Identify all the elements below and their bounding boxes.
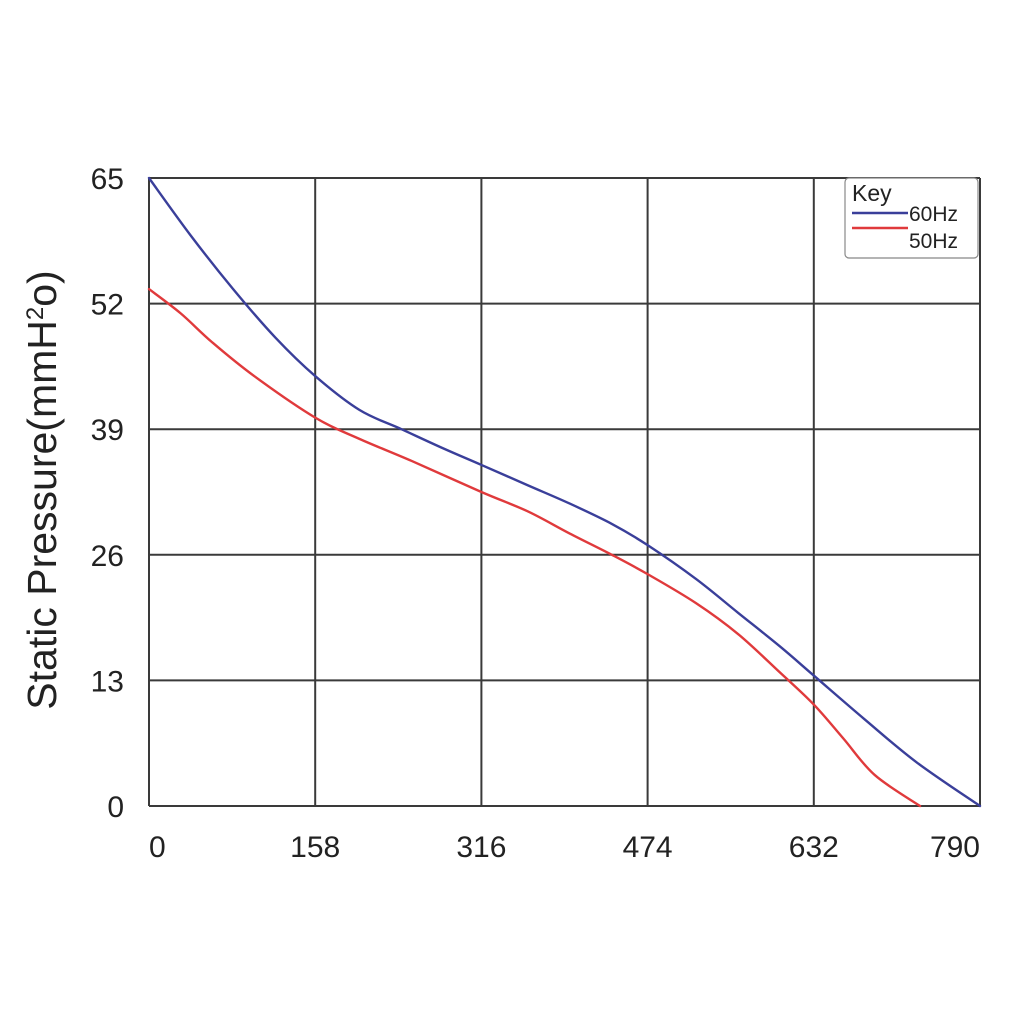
x-tick-label: 790 xyxy=(930,831,980,864)
x-tick-label: 632 xyxy=(789,831,839,864)
series-lines xyxy=(147,176,982,808)
grid xyxy=(148,177,981,807)
y-tick-label: 26 xyxy=(91,540,124,573)
y-axis-label-main: Static Pressure(mmH xyxy=(19,320,65,710)
series-line-50hz xyxy=(147,287,922,808)
y-axis-label: Static Pressure(mmH2o) xyxy=(19,270,65,709)
x-tick-label: 316 xyxy=(456,831,506,864)
y-axis-ticks: 0 13 26 39 52 65 xyxy=(91,163,124,824)
y-axis-label-superscript: 2 xyxy=(22,307,49,320)
legend-label-50hz: 50Hz xyxy=(909,230,958,253)
legend-title: Key xyxy=(852,180,892,206)
y-axis-label-tail: o) xyxy=(19,270,65,306)
x-tick-label: 0 xyxy=(149,831,166,864)
y-tick-label: 65 xyxy=(91,163,124,196)
y-tick-label: 39 xyxy=(91,414,124,447)
legend-box xyxy=(844,177,979,259)
y-tick-label: 52 xyxy=(91,289,124,322)
series-line-60hz xyxy=(147,176,982,808)
x-tick-label: 474 xyxy=(623,831,673,864)
x-tick-label: 158 xyxy=(290,831,340,864)
legend: Key 60Hz 50Hz xyxy=(844,177,979,259)
legend-label-60hz: 60Hz xyxy=(909,203,958,226)
x-axis-ticks: 0 158 316 474 632 790 xyxy=(149,831,980,864)
y-tick-label: 0 xyxy=(107,791,124,824)
y-tick-label: 13 xyxy=(91,665,124,698)
